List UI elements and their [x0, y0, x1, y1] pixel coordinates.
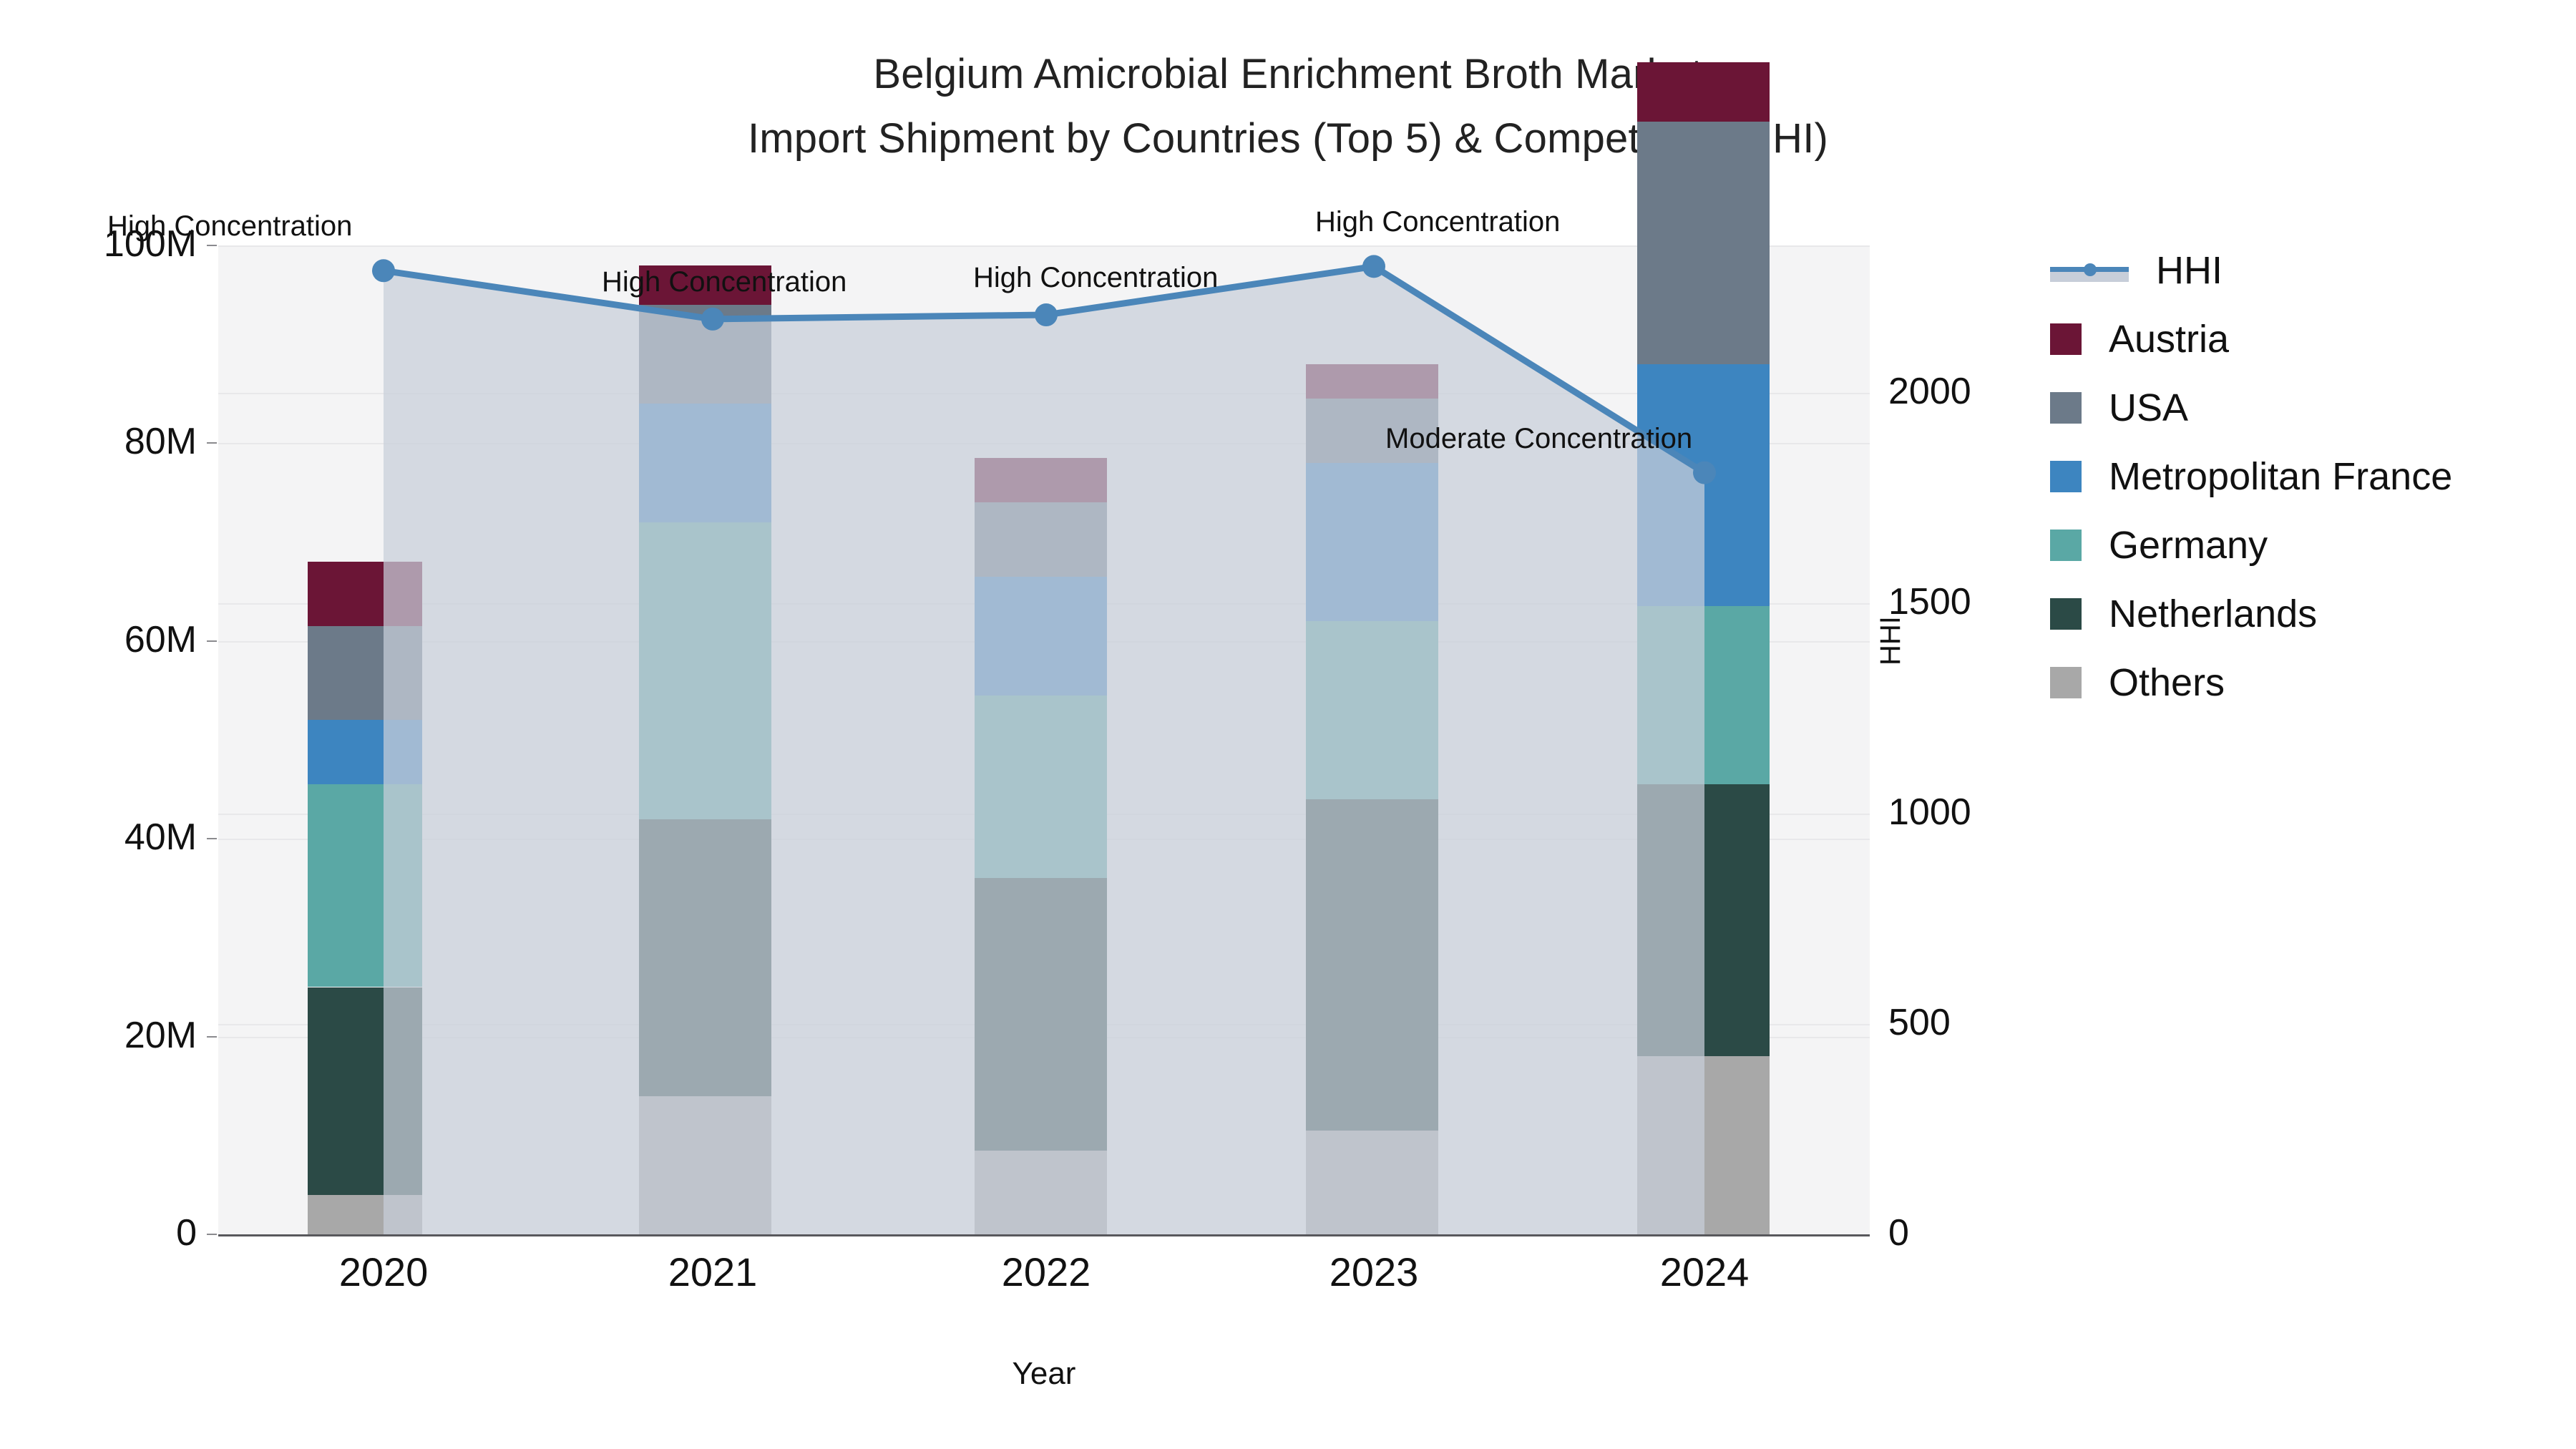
bar-stack[interactable]	[1306, 245, 1438, 1234]
y-axis-left-tick-label: 60M	[124, 618, 197, 660]
bar-segment-metropolitan-france[interactable]	[308, 720, 422, 785]
bar-segment-metropolitan-france[interactable]	[975, 576, 1107, 696]
chart-title-line2: Import Shipment by Countries (Top 5) & C…	[747, 115, 1829, 162]
bar-segment-usa[interactable]	[308, 626, 422, 721]
legend-item-austria[interactable]: Austria	[2050, 305, 2452, 374]
legend-item-label: Others	[2109, 661, 2225, 704]
y-axis-right-tick-label: 500	[1888, 1001, 1951, 1043]
bar-segment-metropolitan-france[interactable]	[639, 404, 771, 522]
legend-line-marker	[2084, 263, 2097, 276]
y-axis-right-title: HHI	[1875, 616, 1906, 665]
y-axis-left-tick-label: 20M	[124, 1014, 197, 1056]
legend-item-netherlands[interactable]: Netherlands	[2050, 580, 2452, 648]
bar-segment-metropolitan-france[interactable]	[1637, 364, 1770, 607]
x-axis-line	[218, 1234, 1870, 1236]
legend-item-usa[interactable]: USA	[2050, 374, 2452, 442]
hhi-annotation-label: High Concentration	[1315, 206, 1561, 238]
y-axis-left-tick-mark	[207, 1234, 217, 1235]
bar-segment-austria[interactable]	[975, 458, 1107, 503]
hhi-annotation-label: High Concentration	[107, 210, 353, 243]
bar-stack[interactable]	[639, 245, 771, 1234]
bar-segment-usa[interactable]	[975, 502, 1107, 577]
bar-segment-germany[interactable]	[1306, 621, 1438, 799]
bar-segment-germany[interactable]	[308, 784, 422, 987]
legend-area-swatch	[2050, 270, 2129, 282]
y-axis-left-tick-mark	[207, 245, 217, 246]
y-axis-left-tick-mark	[207, 838, 217, 840]
bar-segment-austria[interactable]	[1306, 364, 1438, 399]
y-axis-left-tick-label: 40M	[124, 816, 197, 859]
bar-segment-others[interactable]	[975, 1150, 1107, 1234]
y-axis-right-tick-label: 1500	[1888, 580, 1971, 623]
bar-segment-austria[interactable]	[1637, 62, 1770, 122]
bar-segment-austria[interactable]	[308, 562, 422, 627]
x-axis-tick-label-2021: 2021	[668, 1249, 758, 1294]
y-axis-right-tick-label: 0	[1888, 1212, 1909, 1254]
legend-item-hhi[interactable]: HHI	[2050, 236, 2452, 305]
y-axis-left-tick-label: 100M	[103, 223, 197, 265]
y-axis-left-tick-mark	[207, 640, 217, 642]
bar-segment-netherlands[interactable]	[1637, 784, 1770, 1057]
bar-segment-usa[interactable]	[639, 304, 771, 404]
legend-item-label: Metropolitan France	[2109, 455, 2453, 498]
legend-color-swatch	[2050, 667, 2082, 698]
legend-item-label: Germany	[2109, 524, 2268, 567]
x-axis-tick-label-2022: 2022	[1001, 1249, 1091, 1294]
bar-stack[interactable]	[1637, 62, 1770, 1234]
bar-segment-others[interactable]	[308, 1194, 422, 1234]
hhi-annotation-label: High Concentration	[973, 262, 1219, 294]
legend-item-label: HHI	[2156, 249, 2223, 292]
legend-item-others[interactable]: Others	[2050, 648, 2452, 717]
y-axis-right-tick-label: 1000	[1888, 791, 1971, 833]
x-axis-tick-label-2020: 2020	[338, 1249, 429, 1294]
gridline-left	[218, 245, 1870, 247]
bar-segment-netherlands[interactable]	[975, 878, 1107, 1151]
bar-stack[interactable]	[308, 245, 422, 1234]
legend-color-swatch	[2050, 461, 2082, 492]
legend-item-metropolitan-france[interactable]: Metropolitan France	[2050, 442, 2452, 511]
x-axis-tick-label-2024: 2024	[1659, 1249, 1750, 1294]
bar-segment-metropolitan-france[interactable]	[1306, 463, 1438, 622]
bar-segment-others[interactable]	[1637, 1056, 1770, 1234]
bar-segment-others[interactable]	[1306, 1130, 1438, 1234]
legend-line-icon	[2050, 255, 2129, 286]
bar-segment-germany[interactable]	[639, 522, 771, 819]
chart-title-line1: Belgium Amicrobial Enrichment Broth Mark…	[873, 51, 1703, 97]
legend-item-germany[interactable]: Germany	[2050, 511, 2452, 580]
legend-item-label: Austria	[2109, 318, 2230, 361]
x-axis-tick-label-2023: 2023	[1329, 1249, 1419, 1294]
y-axis-left-tick-label: 0	[176, 1212, 197, 1254]
bar-segment-germany[interactable]	[975, 695, 1107, 879]
bar-segment-netherlands[interactable]	[639, 819, 771, 1096]
y-axis-left-tick-mark	[207, 1035, 217, 1038]
legend-item-label: USA	[2109, 386, 2189, 429]
bar-segment-others[interactable]	[639, 1096, 771, 1234]
hhi-annotation-label: High Concentration	[602, 265, 847, 298]
legend-color-swatch	[2050, 323, 2082, 355]
bar-segment-netherlands[interactable]	[1306, 799, 1438, 1131]
bar-stack[interactable]	[975, 245, 1107, 1234]
legend-color-swatch	[2050, 530, 2082, 561]
y-axis-left-tick-label: 80M	[124, 421, 197, 463]
bar-segment-netherlands[interactable]	[308, 987, 422, 1195]
y-axis-left-tick-mark	[207, 442, 217, 444]
legend-color-swatch	[2050, 598, 2082, 630]
bar-segment-germany[interactable]	[1637, 606, 1770, 785]
legend: HHI Austria USA Metropolitan France Germany N…	[2050, 236, 2452, 717]
legend-item-label: Netherlands	[2109, 592, 2318, 635]
y-axis-right-tick-label: 2000	[1888, 370, 1971, 412]
legend-color-swatch	[2050, 392, 2082, 424]
x-axis-title: Year	[1012, 1356, 1076, 1391]
hhi-annotation-label: Moderate Concentration	[1385, 422, 1693, 454]
bar-segment-usa[interactable]	[1637, 122, 1770, 364]
